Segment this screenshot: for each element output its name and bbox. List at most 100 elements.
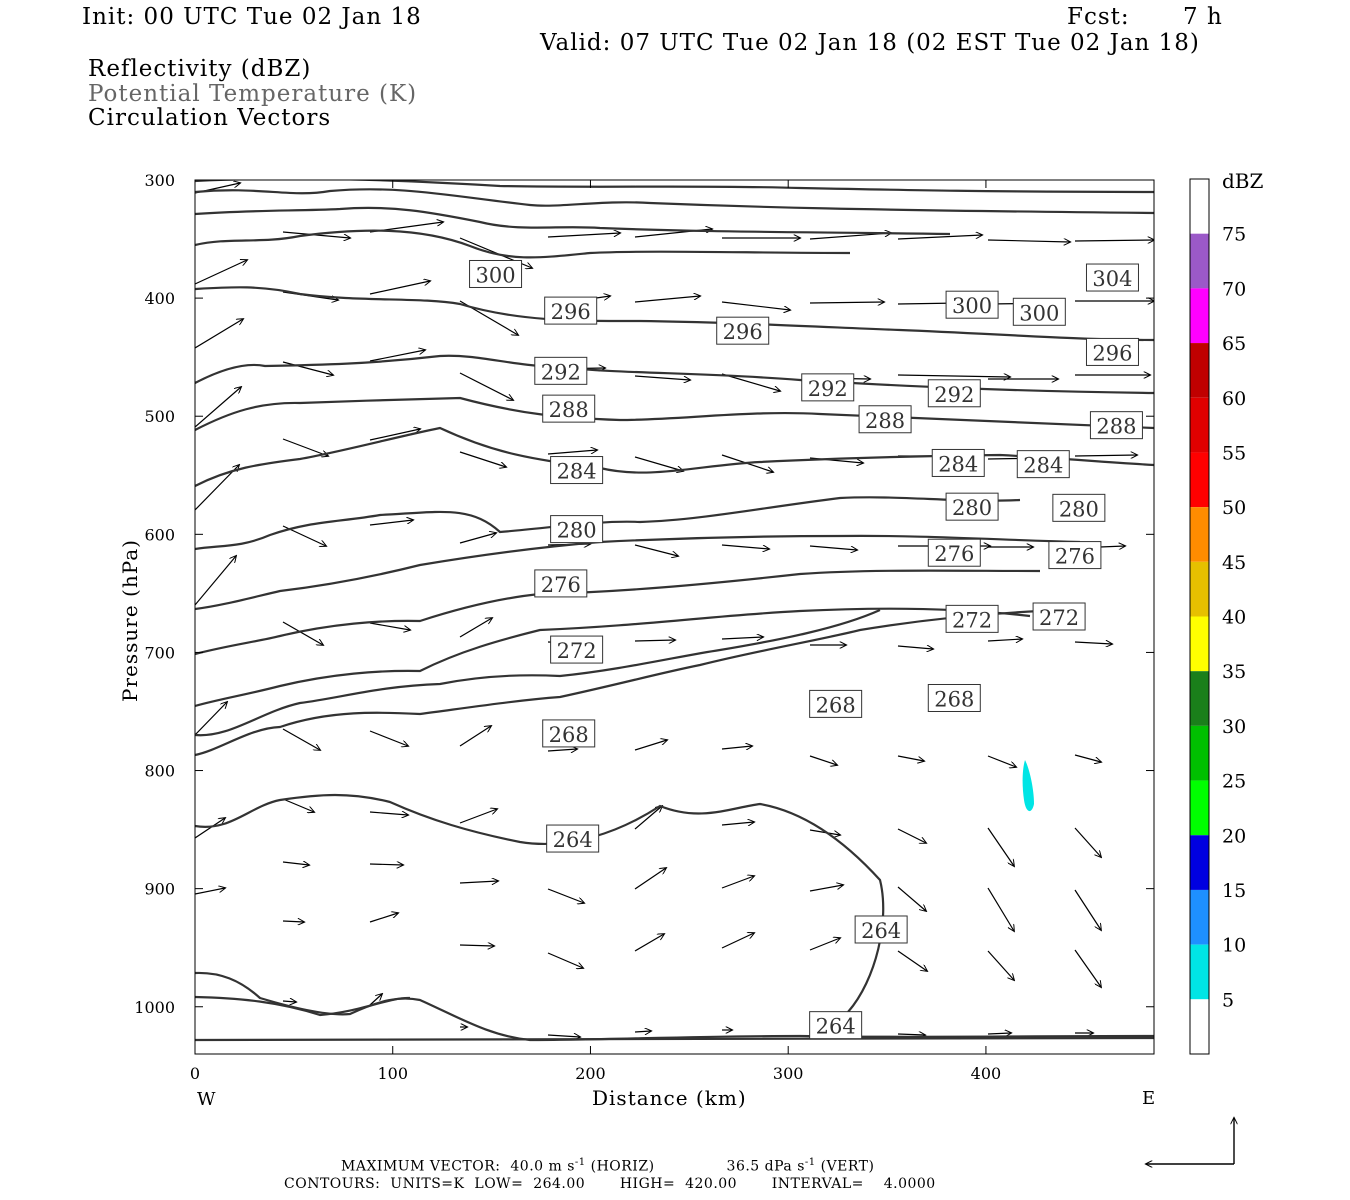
- contour-label: 280: [952, 496, 992, 520]
- colorbar-segment: [1190, 233, 1209, 289]
- colorbar-label: 35: [1222, 661, 1246, 683]
- circulation-vector: [634, 456, 683, 471]
- circulation-vectors: [195, 183, 1154, 1037]
- circulation-vector: [809, 938, 840, 951]
- contour-label: 276: [541, 573, 581, 597]
- contour-label-box: [534, 356, 588, 385]
- circulation-vector: [1074, 240, 1154, 241]
- circulation-vector: [459, 451, 506, 467]
- contour-label: 276: [1055, 545, 1095, 569]
- circulation-vector: [195, 260, 247, 285]
- colorbar-segment: [1190, 999, 1209, 1054]
- circulation-vector: [459, 533, 496, 544]
- contour-label-box: [945, 604, 999, 633]
- colorbar-segment: [1190, 725, 1209, 781]
- circulation-vector: [547, 450, 597, 455]
- circulation-vector: [459, 372, 513, 400]
- circulation-vector: [1074, 889, 1101, 930]
- circulation-vector: [1074, 754, 1101, 762]
- theta-contour-line: [195, 354, 1154, 395]
- colorbar-segment: [1190, 780, 1209, 836]
- forecast-hour: 7 h: [1183, 4, 1223, 30]
- theta-contour-line: [195, 609, 1041, 757]
- colorbar-label: 50: [1222, 497, 1246, 519]
- circulation-vector: [195, 818, 225, 839]
- circulation-vector: [634, 544, 678, 556]
- y-tick-label: 300: [144, 171, 175, 190]
- circulation-vector: [459, 726, 491, 747]
- contour-label: 304: [1092, 267, 1132, 291]
- contour-label: 276: [934, 542, 974, 566]
- contour-label: 264: [861, 919, 901, 943]
- colorbar-segment: [1190, 889, 1209, 945]
- circulation-vector: [369, 520, 413, 526]
- circulation-vector: [721, 544, 769, 549]
- circulation-vector: [1074, 949, 1101, 987]
- contour-label: 272: [557, 639, 597, 663]
- circulation-vector: [282, 862, 309, 865]
- contour-label-box: [927, 538, 981, 567]
- forecast-label: Fcst:: [1067, 4, 1130, 30]
- contour-label: 268: [816, 693, 856, 717]
- circulation-vector: [1074, 455, 1137, 456]
- contour-label-box: [931, 448, 985, 477]
- contour-label-box: [1085, 337, 1139, 366]
- circulation-vector: [809, 755, 837, 765]
- axes: 300 400 500 600 700 800 900 1000 0 100 200 300 400 W E: [134, 171, 1155, 1110]
- colorbar-label: 70: [1222, 278, 1246, 300]
- reference-vector: [1146, 1118, 1234, 1164]
- theta-contour-line: [195, 180, 1154, 194]
- y-tick-label: 900: [144, 880, 175, 899]
- circulation-vector: [459, 881, 498, 883]
- contour-label: 296: [723, 320, 763, 344]
- circulation-vector: [987, 639, 1022, 641]
- theta-contour-line: [195, 188, 1154, 215]
- contour-label: 268: [934, 687, 974, 711]
- contour-label: 288: [1096, 415, 1136, 439]
- contour-label: 268: [549, 723, 589, 747]
- theta-contour-line: [195, 569, 1041, 656]
- contour-label-box: [854, 915, 908, 944]
- circulation-vector: [897, 755, 924, 761]
- colorbar-segment: [1190, 944, 1209, 1000]
- field-reflectivity: Reflectivity (dBZ): [88, 56, 312, 82]
- circulation-vector: [1074, 827, 1101, 857]
- circulation-vector: [987, 1033, 1011, 1034]
- dbz-colorbar: dBZ 75 70 65 60 55 50 45 40 35 30 25 20 15 10 5: [1189, 169, 1264, 1055]
- colorbar-label: 20: [1222, 825, 1246, 847]
- contour-label-box: [809, 689, 863, 718]
- theta-contour-line: [195, 607, 1031, 708]
- colorbar-segment: [1190, 835, 1209, 890]
- circulation-vector: [195, 387, 241, 428]
- circulation-vector: [897, 375, 1010, 377]
- circulation-vector: [195, 888, 225, 895]
- circulation-vector: [282, 438, 328, 456]
- contour-label-box: [945, 290, 999, 319]
- contour-label-box: [542, 394, 596, 423]
- contour-label: 284: [557, 460, 597, 484]
- circulation-vector: [809, 545, 857, 550]
- circulation-vector: [634, 375, 690, 380]
- contour-label-box: [927, 379, 981, 408]
- contour-label: 284: [1023, 454, 1063, 478]
- contour-label: 288: [865, 409, 905, 433]
- colorbar-segment: [1190, 452, 1209, 508]
- contour-label-box: [1052, 493, 1106, 522]
- contour-label: 264: [816, 1015, 856, 1039]
- contour-label: 296: [1092, 341, 1132, 365]
- y-tick-label: 800: [144, 762, 175, 781]
- field-vectors: Circulation Vectors: [88, 105, 332, 131]
- reflectivity-echoes: [1022, 760, 1034, 812]
- contour-label-box: [546, 824, 600, 853]
- max-vector-info: MAXIMUM VECTOR: 40.0 m s-1 (HORIZ) 36.5 d…: [341, 1157, 875, 1175]
- colorbar-label: 55: [1222, 442, 1246, 464]
- contour-label: 288: [549, 398, 589, 422]
- circulation-vector: [897, 950, 927, 971]
- contour-info: CONTOURS: UNITS=K LOW= 264.00 HIGH= 420.…: [284, 1176, 936, 1192]
- circulation-vector: [987, 827, 1014, 866]
- colorbar-segment: [1190, 616, 1209, 672]
- y-tick-label: 1000: [134, 998, 175, 1017]
- contour-label-box: [716, 316, 770, 345]
- contour-label: 280: [1059, 497, 1099, 521]
- circulation-vector: [987, 887, 1014, 931]
